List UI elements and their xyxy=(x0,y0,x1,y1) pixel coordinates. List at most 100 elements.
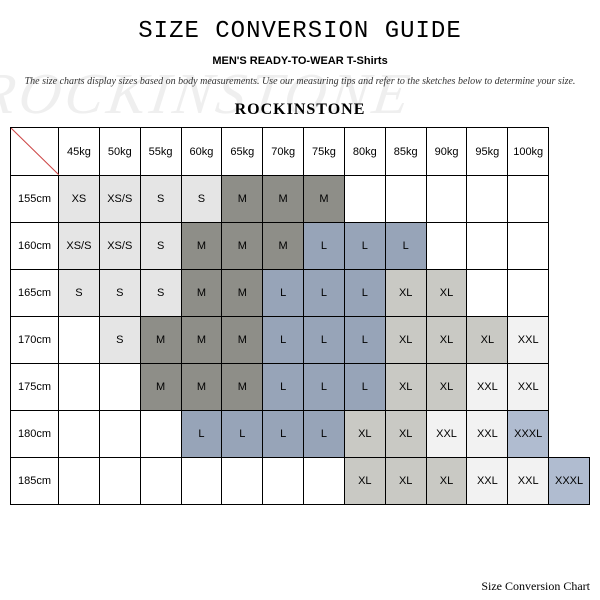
size-cell: S xyxy=(140,270,181,317)
description: The size charts display sizes based on b… xyxy=(10,75,590,89)
col-header: 80kg xyxy=(344,128,385,176)
col-header: 60kg xyxy=(181,128,222,176)
size-table: 45kg50kg55kg60kg65kg70kg75kg80kg85kg90kg… xyxy=(10,127,590,505)
size-cell xyxy=(59,364,100,411)
size-cell: XL xyxy=(426,270,467,317)
size-cell: L xyxy=(263,317,304,364)
size-cell: M xyxy=(140,364,181,411)
size-cell: S xyxy=(181,176,222,223)
row-header: 165cm xyxy=(11,270,59,317)
size-cell xyxy=(99,364,140,411)
corner-cell xyxy=(11,128,59,176)
size-cell xyxy=(222,458,263,505)
size-cell xyxy=(426,223,467,270)
size-cell: L xyxy=(263,270,304,317)
size-cell: XS/S xyxy=(99,223,140,270)
caption: Size Conversion Chart xyxy=(481,579,590,594)
size-cell xyxy=(426,176,467,223)
size-cell: M xyxy=(181,223,222,270)
col-header: 75kg xyxy=(304,128,345,176)
col-header: 85kg xyxy=(385,128,426,176)
size-cell: L xyxy=(304,317,345,364)
size-cell: S xyxy=(59,270,100,317)
size-cell: S xyxy=(140,223,181,270)
size-cell xyxy=(99,411,140,458)
size-cell: XXL xyxy=(467,364,508,411)
size-cell: XL xyxy=(467,317,508,364)
size-cell: XL xyxy=(344,458,385,505)
row-header: 155cm xyxy=(11,176,59,223)
subtitle-bold: T-Shirts xyxy=(347,55,388,67)
size-cell xyxy=(59,317,100,364)
col-header: 95kg xyxy=(467,128,508,176)
size-cell: XS/S xyxy=(59,223,100,270)
size-cell: L xyxy=(304,270,345,317)
size-cell: XL xyxy=(344,411,385,458)
size-cell: M xyxy=(222,364,263,411)
size-cell xyxy=(467,270,508,317)
size-cell: XL xyxy=(385,411,426,458)
col-header: 55kg xyxy=(140,128,181,176)
size-cell: M xyxy=(222,223,263,270)
size-cell: XL xyxy=(385,458,426,505)
brand-name: ROCKINSTONE xyxy=(10,101,590,119)
row-header: 175cm xyxy=(11,364,59,411)
size-cell xyxy=(140,458,181,505)
size-cell xyxy=(59,411,100,458)
size-cell xyxy=(140,411,181,458)
size-cell: XL xyxy=(426,317,467,364)
size-cell: XXL xyxy=(508,317,549,364)
size-cell: XL xyxy=(385,270,426,317)
size-cell: M xyxy=(181,317,222,364)
row-header: 170cm xyxy=(11,317,59,364)
col-header: 65kg xyxy=(222,128,263,176)
size-cell: M xyxy=(222,317,263,364)
size-cell: XL xyxy=(385,364,426,411)
page-title: SIZE CONVERSION GUIDE xyxy=(10,18,590,45)
size-cell: L xyxy=(344,317,385,364)
size-cell: M xyxy=(304,176,345,223)
size-cell xyxy=(59,458,100,505)
size-cell: M xyxy=(181,364,222,411)
size-cell xyxy=(344,176,385,223)
size-cell: XXL xyxy=(467,411,508,458)
size-cell xyxy=(385,176,426,223)
row-header: 160cm xyxy=(11,223,59,270)
size-cell: XXXL xyxy=(508,411,549,458)
size-cell: L xyxy=(344,364,385,411)
size-cell: S xyxy=(99,270,140,317)
size-cell: XL xyxy=(426,458,467,505)
size-cell xyxy=(467,223,508,270)
col-header: 90kg xyxy=(426,128,467,176)
size-cell: L xyxy=(304,223,345,270)
size-cell: XL xyxy=(385,317,426,364)
size-cell: L xyxy=(304,364,345,411)
col-header: 45kg xyxy=(59,128,100,176)
size-cell xyxy=(508,223,549,270)
size-cell: XL xyxy=(426,364,467,411)
size-cell: M xyxy=(263,176,304,223)
subtitle-prefix: MEN'S READY-TO-WEAR xyxy=(212,55,346,67)
size-cell: L xyxy=(263,364,304,411)
size-cell: M xyxy=(222,176,263,223)
size-cell: XS/S xyxy=(99,176,140,223)
page-content: SIZE CONVERSION GUIDE MEN'S READY-TO-WEA… xyxy=(0,0,600,505)
subtitle: MEN'S READY-TO-WEAR T-Shirts xyxy=(10,55,590,67)
size-cell xyxy=(467,176,508,223)
col-header: 50kg xyxy=(99,128,140,176)
size-cell: L xyxy=(344,223,385,270)
size-cell: M xyxy=(181,270,222,317)
size-cell: L xyxy=(385,223,426,270)
size-cell xyxy=(508,270,549,317)
size-cell xyxy=(99,458,140,505)
col-header: 100kg xyxy=(508,128,549,176)
size-cell: L xyxy=(263,411,304,458)
size-cell xyxy=(263,458,304,505)
col-header: 70kg xyxy=(263,128,304,176)
size-cell: M xyxy=(140,317,181,364)
size-cell: L xyxy=(222,411,263,458)
size-cell: XXL xyxy=(467,458,508,505)
size-cell: XXL xyxy=(426,411,467,458)
size-cell: XXL xyxy=(508,458,549,505)
size-cell: M xyxy=(222,270,263,317)
